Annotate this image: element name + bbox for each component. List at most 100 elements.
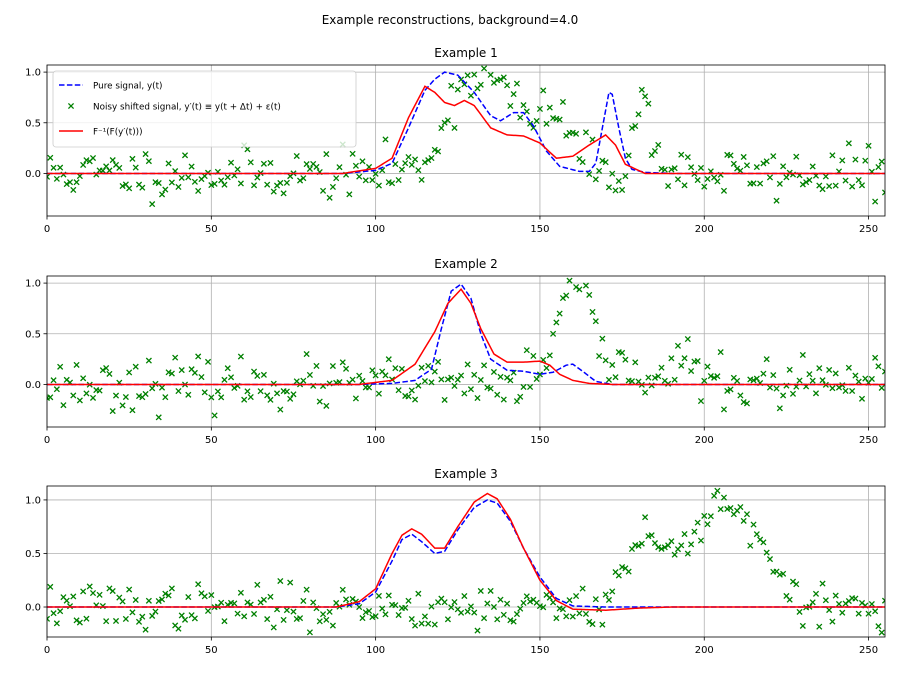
noisy-signal-point (701, 377, 708, 384)
noisy-signal-point (855, 610, 862, 617)
noisy-signal-point (296, 615, 304, 622)
noisy-signal-point (175, 387, 182, 395)
noisy-signal-point (760, 370, 767, 377)
noisy-signal-point (635, 111, 642, 118)
noisy-signal-point (655, 373, 662, 380)
noisy-signal-point (556, 116, 563, 123)
noisy-signal-point (382, 136, 389, 143)
noisy-signal-point (103, 364, 110, 372)
noisy-signal-point (415, 382, 422, 389)
noisy-signal-point (80, 161, 87, 168)
noisy-signal-point (241, 396, 248, 403)
x-tick-label: 150 (530, 645, 549, 656)
noisy-signal-point (283, 607, 290, 614)
noisy-signal-point (622, 356, 629, 363)
noisy-signal-point (392, 160, 399, 168)
noisy-signal-point (858, 182, 866, 189)
noisy-signal-point (868, 375, 875, 382)
noisy-signal-point (76, 173, 83, 180)
noisy-signal-point (569, 613, 576, 620)
noisy-signal-point (740, 517, 747, 524)
noisy-signal-point (481, 362, 488, 369)
noisy-signal-point (441, 599, 448, 606)
noisy-signal-point (356, 603, 363, 611)
subplot-title: Example 1 (434, 46, 498, 60)
noisy-signal-point (766, 174, 774, 181)
noisy-signal-point (875, 163, 882, 171)
noisy-signal-point (53, 175, 60, 182)
noisy-signal-point (303, 350, 310, 358)
noisy-signal-point (586, 291, 593, 298)
noisy-signal-point (267, 593, 274, 600)
noisy-signal-point (168, 179, 175, 186)
noisy-signal-point (402, 160, 409, 167)
noisy-signal-point (168, 370, 175, 377)
noisy-signal-point (816, 365, 823, 372)
noisy-signal-point (789, 390, 797, 397)
noisy-signal-point (638, 86, 645, 93)
noisy-signal-point (605, 376, 613, 383)
noisy-signal-point (513, 80, 520, 87)
x-tick-label: 150 (530, 224, 549, 235)
subplot-title: Example 2 (434, 257, 498, 271)
noisy-signal-point (313, 362, 320, 370)
noisy-signal-point (428, 155, 435, 162)
noisy-signal-point (438, 376, 445, 383)
noisy-signal-point (451, 599, 458, 606)
noisy-signal-point (277, 179, 284, 187)
noisy-signal-point (333, 175, 340, 182)
noisy-signal-point (116, 164, 123, 172)
noisy-signal-point (546, 352, 553, 359)
noisy-signal-point (872, 354, 879, 361)
noisy-signal-point (559, 98, 567, 105)
noisy-signal-point (63, 181, 70, 188)
noisy-signal-point (816, 623, 823, 630)
noisy-signal-point (135, 618, 143, 625)
noisy-signal-point (688, 541, 695, 548)
noisy-signal-point (540, 87, 547, 94)
noisy-signal-point (83, 390, 90, 397)
noisy-signal-point (237, 589, 244, 596)
noisy-signal-point (671, 551, 678, 558)
noisy-signal-point (819, 186, 826, 193)
noisy-signal-point (766, 384, 774, 391)
noisy-signal-point (162, 394, 169, 401)
noisy-signal-point (668, 538, 675, 545)
noisy-signal-point (487, 587, 494, 594)
subplot-2: 0 50 100 150 200 250 0.0 0.5 1.0 Example 2 (25, 257, 886, 446)
noisy-signal-point (211, 180, 218, 187)
noisy-signal-point (412, 156, 419, 163)
noisy-signal-point (661, 544, 668, 551)
noisy-signal-point (740, 399, 747, 406)
noisy-signal-point (408, 387, 415, 394)
noisy-signal-point (510, 91, 517, 98)
noisy-signal-point (418, 364, 425, 371)
noisy-signal-point (783, 174, 790, 181)
noisy-signal-point (369, 367, 376, 374)
noisy-signal-point (375, 182, 382, 189)
noisy-signal-point (832, 182, 839, 189)
noisy-signal-point (323, 616, 330, 623)
noisy-signal-point (678, 151, 685, 158)
x-tick-label: 0 (44, 224, 50, 235)
noisy-signal-point (264, 392, 271, 399)
noisy-signal-point (250, 610, 258, 618)
noisy-signal-point (714, 178, 721, 185)
noisy-signal-point (47, 173, 51, 180)
y-tick-label: 1.0 (25, 68, 41, 79)
noisy-signal-point (142, 150, 149, 158)
noisy-signal-point (313, 163, 320, 170)
noisy-signal-point (533, 117, 540, 125)
noisy-signal-point (612, 187, 619, 194)
noisy-signal-point (819, 580, 826, 587)
noisy-signal-point (214, 388, 221, 395)
noisy-signal-point (398, 166, 405, 173)
noisy-signal-point (642, 93, 649, 100)
noisy-signal-point (408, 161, 415, 168)
noisy-signal-point (303, 161, 310, 168)
noisy-signal-point (743, 162, 751, 169)
noisy-signal-point (609, 361, 616, 369)
noisy-signal-point (566, 277, 573, 284)
noisy-signal-point (323, 402, 330, 409)
noisy-signal-point (829, 618, 836, 625)
